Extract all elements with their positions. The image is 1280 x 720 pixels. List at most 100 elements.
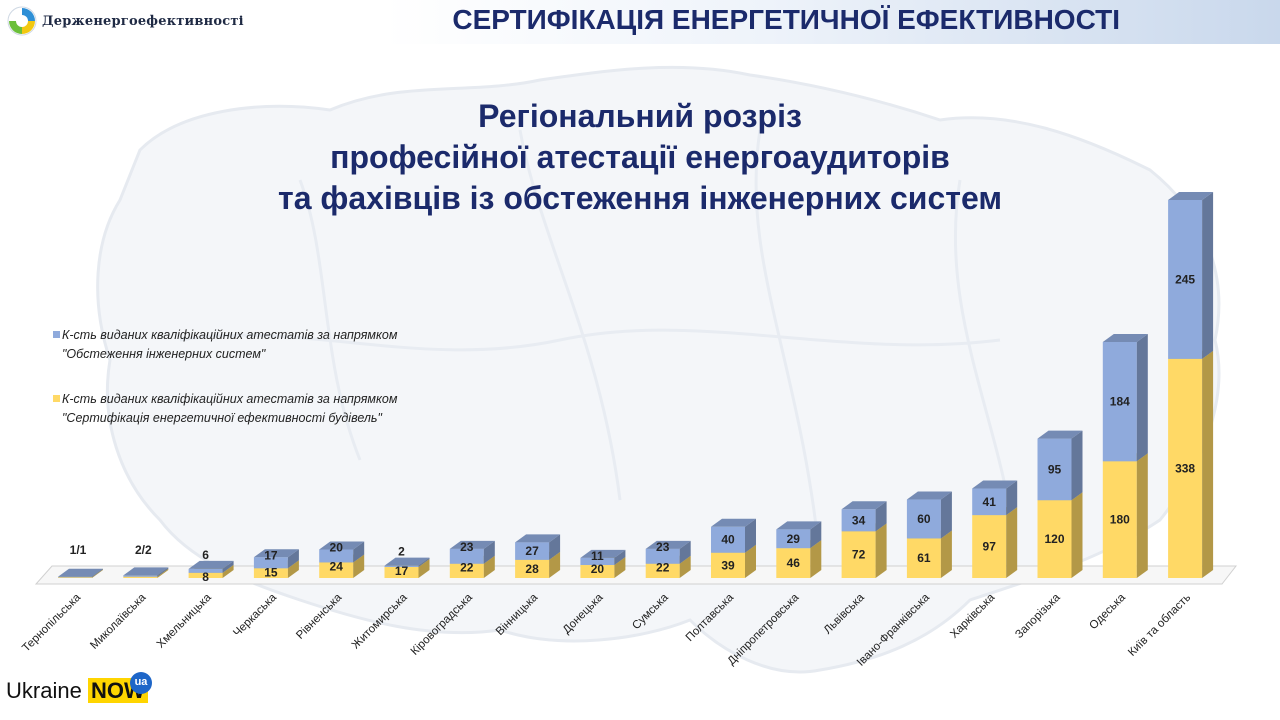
bar-inspection-3 <box>253 549 299 569</box>
bar-certification-10-front <box>711 552 745 578</box>
bar-certification-8-front <box>580 565 615 578</box>
bar-certification-7-front <box>515 559 550 578</box>
value-label-inspection-14: 41 <box>983 495 997 509</box>
bar-inspection-4 <box>319 541 365 563</box>
bar-certification-5-side <box>418 558 430 578</box>
chart-title: Регіональний розріз професійної атестаці… <box>0 96 1280 219</box>
bar-certification-9-side <box>679 555 691 578</box>
agency-logo: Держенергоефективності <box>6 4 244 38</box>
value-label-inspection-9: 23 <box>656 540 670 554</box>
value-label-certification-13: 61 <box>917 551 931 565</box>
value-label-inspection-13: 60 <box>917 512 931 526</box>
brand-word: Ukraine <box>6 678 82 703</box>
bar-certification-5-front <box>384 566 419 578</box>
category-label-17: Київ та область <box>1126 592 1193 659</box>
bar-inspection-8-side <box>614 549 626 566</box>
value-label-certification-15: 120 <box>1044 532 1064 546</box>
bar-inspection-16 <box>1102 333 1148 462</box>
category-label-12: Львівська <box>822 591 867 636</box>
bar-certification-11-front <box>776 548 811 578</box>
value-label-certification-11: 46 <box>787 556 801 570</box>
value-label-inspection-16: 184 <box>1110 395 1130 409</box>
bar-inspection-5-side <box>418 557 430 567</box>
bar-inspection-1-front <box>123 575 158 577</box>
bar-inspection-7-front <box>515 542 550 560</box>
bar-inspection-1-side <box>157 567 169 577</box>
data-label-0: 1/1 <box>70 543 87 557</box>
bar-inspection-6 <box>449 540 495 564</box>
bar-inspection-13-side <box>940 491 952 539</box>
bar-certification-16-front <box>1102 461 1137 578</box>
chart-title-line-2: професійної атестації енергоаудиторів <box>330 139 950 175</box>
value-label-certification-9: 22 <box>656 561 670 575</box>
category-label-16: Одеська <box>1087 591 1128 632</box>
bar-inspection-12-top <box>841 501 887 510</box>
bar-inspection-16-side <box>1136 333 1148 462</box>
value-label-certification-3: 15 <box>264 565 278 579</box>
bar-inspection-4-side <box>353 541 365 563</box>
bar-inspection-15-top <box>1037 430 1083 439</box>
value-label-certification-17: 338 <box>1175 461 1195 475</box>
value-label-inspection-12: 34 <box>852 513 866 527</box>
value-label-certification-16: 180 <box>1110 513 1130 527</box>
bar-certification-15 <box>1037 492 1083 578</box>
category-label-11: Дніпропетровська <box>725 591 801 667</box>
bar-inspection-7-side <box>549 534 561 560</box>
category-label-3: Черкаська <box>231 591 279 639</box>
bar-inspection-3-top <box>253 549 299 558</box>
bar-inspection-7 <box>515 534 561 560</box>
value-label-inspection-15: 95 <box>1048 462 1062 476</box>
bar-certification-3-front <box>253 568 288 578</box>
category-label-6: Кіровоградська <box>409 591 476 658</box>
bar-inspection-5 <box>384 557 430 567</box>
legend-label-certification: К-сть виданих кваліфікаційних атестатів … <box>62 392 398 425</box>
bar-inspection-14-front <box>972 488 1007 516</box>
bar-certification-12-side <box>875 523 887 578</box>
bar-inspection-5-top <box>384 557 430 566</box>
bar-inspection-0 <box>58 568 103 578</box>
value-label-inspection-2: 6 <box>202 548 209 562</box>
bar-certification-17-front <box>1168 358 1203 578</box>
bar-certification-1-side <box>157 568 169 578</box>
bar-inspection-0-side <box>92 568 103 578</box>
value-label-inspection-6: 23 <box>460 540 474 554</box>
value-label-certification-14: 97 <box>983 540 997 554</box>
header-band <box>0 0 1280 44</box>
bar-inspection-12-front <box>841 509 876 532</box>
energy-efficiency-logo-icon <box>7 6 37 36</box>
bar-certification-4-front <box>319 562 354 578</box>
ukraine-now-brand: Ukraine NOW ua <box>6 672 152 714</box>
bar-certification-13-front <box>906 538 941 578</box>
bar-inspection-13 <box>906 491 952 539</box>
bar-inspection-11-top <box>776 521 822 530</box>
bar-certification-15-front <box>1037 500 1072 578</box>
bar-inspection-1-top <box>123 567 169 576</box>
value-label-certification-8: 20 <box>591 562 605 576</box>
bar-certification-11-side <box>810 540 822 578</box>
category-label-13: Івано-Франківська <box>855 591 933 669</box>
value-label-inspection-4: 20 <box>330 540 344 554</box>
value-label-inspection-3: 17 <box>264 548 278 562</box>
bar-inspection-16-top <box>1102 333 1148 342</box>
bar-inspection-0-front <box>58 576 92 578</box>
category-label-4: Рівненська <box>294 591 345 642</box>
bar-inspection-8-front <box>580 557 615 566</box>
bar-inspection-2-side <box>222 560 234 573</box>
bar-inspection-15 <box>1037 430 1083 501</box>
bar-certification-15-side <box>1071 492 1083 578</box>
bar-certification-14-side <box>1006 507 1018 578</box>
bar-inspection-14-top <box>972 480 1018 489</box>
legend-item-inspection: К-сть виданих кваліфікаційних атестатів … <box>53 326 422 364</box>
bar-inspection-0-top <box>58 568 103 577</box>
bar-certification-6-side <box>483 555 495 578</box>
bar-certification-6-front <box>449 563 484 578</box>
page-title: СЕРТИФІКАЦІЯ ЕНЕРГЕТИЧНОЇ ЕФЕКТИВНОСТІ <box>452 4 1120 35</box>
category-label-7: Вінницька <box>494 591 541 638</box>
bar-inspection-10-top <box>711 518 756 527</box>
bar-inspection-6-side <box>483 540 495 564</box>
data-label-1: 2/2 <box>135 543 152 557</box>
bar-inspection-7-top <box>515 534 561 543</box>
bar-inspection-17-top <box>1168 192 1214 200</box>
bar-inspection-15-side <box>1071 430 1083 501</box>
bar-inspection-14-side <box>1006 480 1018 516</box>
